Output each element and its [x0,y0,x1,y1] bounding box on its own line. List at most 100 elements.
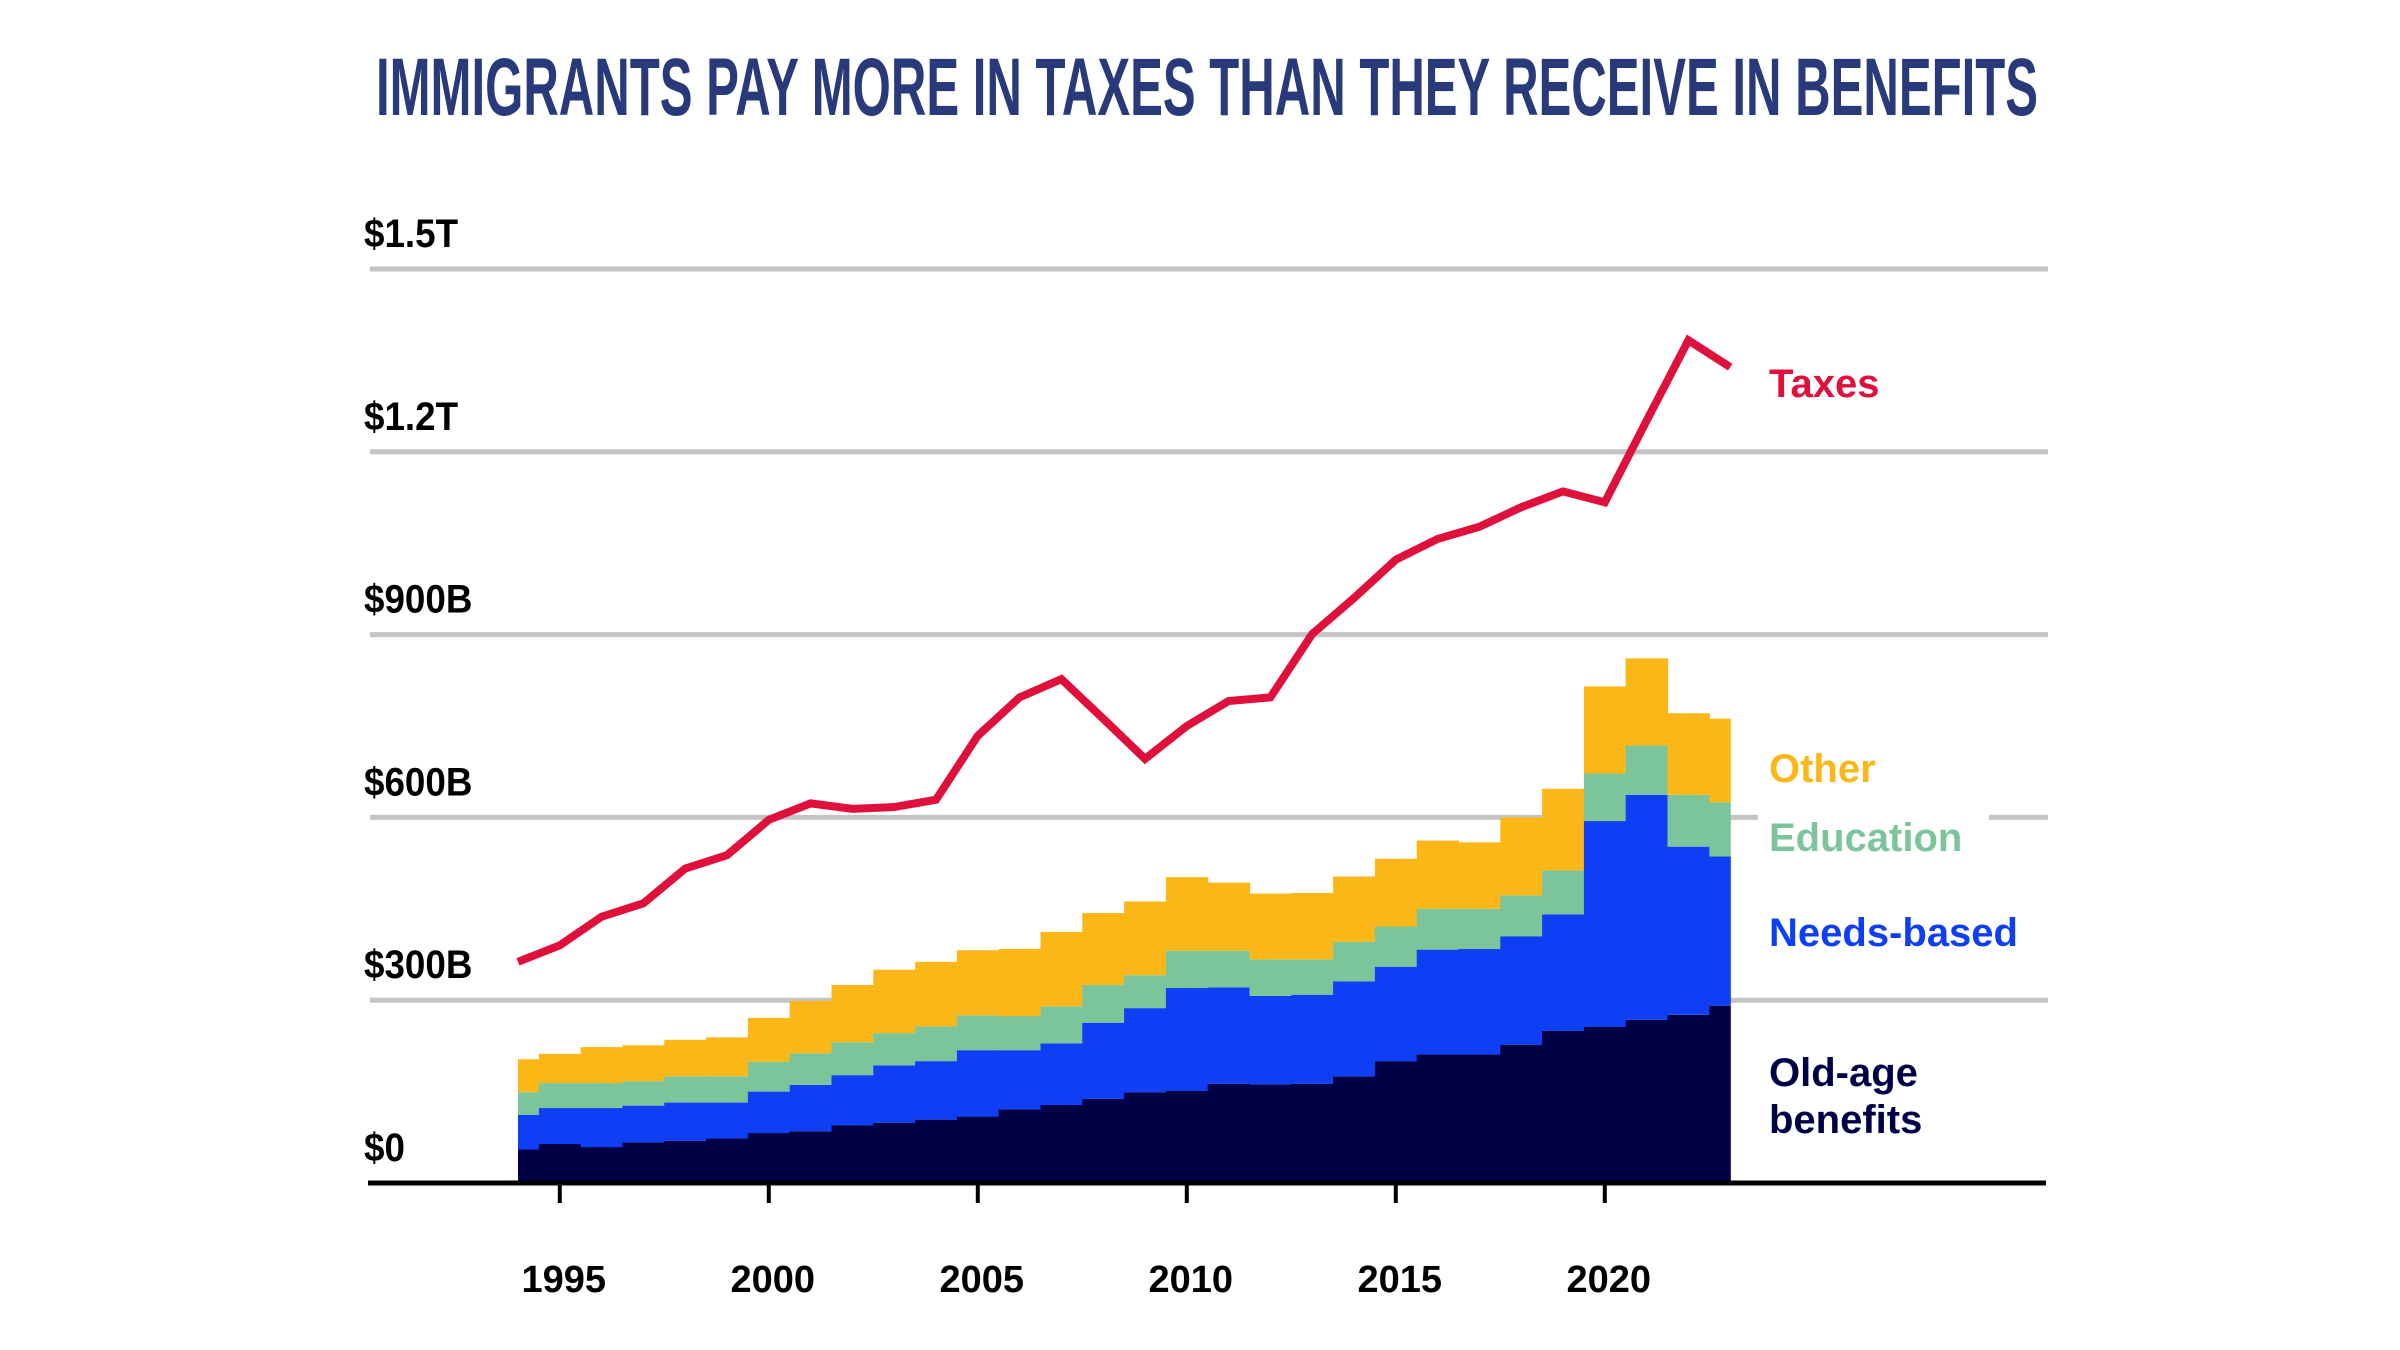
bar-segment-other-2022 [1667,713,1710,795]
bar-segment-old-age-benefits-2004 [915,1119,958,1183]
bar-segment-needs-based-1998 [664,1102,707,1141]
bar-segment-needs-based-2017 [1458,949,1501,1055]
bar-segment-old-age-benefits-2011 [1207,1083,1251,1183]
bar-segment-other-1996 [580,1047,624,1084]
legend-label-background [1758,744,1897,792]
bar-segment-education-2014 [1333,941,1376,982]
bar-segment-other-2017 [1458,842,1501,909]
bar-segment-education-2002 [831,1042,874,1076]
bar-segment-other-2000 [747,1017,791,1062]
bar-segment-old-age-benefits-2001 [789,1131,833,1183]
bar-segment-other-2007 [1040,931,1083,1007]
bar-segment-other-1995 [538,1053,582,1084]
bar-segment-needs-based-2001 [789,1084,833,1132]
legend-label-other: Other [1769,747,1876,791]
bar-segment-other-2002 [831,984,874,1043]
bar-segment-education-2010 [1165,950,1209,989]
bar-segment-needs-based-2011 [1207,987,1251,1084]
bar-segment-education-2008 [1082,984,1125,1023]
y-axis-labels: $0 $300B $600B $900B $1.2T $1.5T [364,212,472,1171]
y-tick-label: $1.2T [364,394,459,439]
bar-segment-needs-based-2004 [915,1061,958,1120]
bar-segment-education-2000 [747,1061,791,1092]
bar-segment-education-2006 [998,1016,1042,1051]
bar-segment-needs-based-2005 [956,1050,1000,1117]
bar-segment-old-age-benefits-2023 [1709,1005,1731,1183]
y-tick-label: $600B [364,760,472,805]
bar-segment-old-age-benefits-2005 [956,1116,1000,1183]
bar-segment-needs-based-1996 [580,1108,624,1148]
bar-segment-education-2018 [1500,895,1543,937]
x-tick-label: 2015 [1358,1259,1443,1301]
bar-segment-needs-based-1995 [538,1108,582,1145]
bar-segment-needs-based-2019 [1542,914,1585,1031]
bar-segment-education-1998 [664,1076,707,1103]
bar-segment-education-1996 [580,1083,624,1109]
bar-segment-education-1999 [706,1076,749,1103]
bar-segment-needs-based-2000 [747,1091,791,1134]
bar-segment-other-1999 [706,1037,749,1077]
legend-label-education: Education [1769,816,1962,860]
bar-segment-needs-based-2012 [1249,995,1292,1085]
bar-segment-other-2023 [1709,718,1731,803]
bar-segment-needs-based-2020 [1583,821,1627,1028]
bar-segment-needs-based-2021 [1625,794,1669,1020]
bar-segment-other-1994 [518,1059,540,1093]
bar-segment-other-1998 [664,1039,707,1077]
bar-segment-other-2004 [915,961,958,1027]
bar-segment-education-2021 [1625,745,1669,795]
bar-segment-old-age-benefits-2020 [1583,1027,1627,1183]
bar-segment-needs-based-2002 [831,1075,874,1126]
bar-segment-education-2019 [1542,870,1585,915]
bar-segment-other-2014 [1333,876,1376,942]
legend-label-needs-based: Needs-based [1769,911,2018,955]
bar-segment-needs-based-1994 [518,1114,540,1150]
bar-segment-other-2001 [789,1000,833,1054]
bar-segment-other-2009 [1124,901,1167,976]
bar-segment-old-age-benefits-2018 [1500,1044,1543,1183]
bar-segment-education-2005 [956,1015,1000,1051]
bar-segment-old-age-benefits-2007 [1040,1105,1083,1183]
bar-segment-other-2010 [1165,877,1209,951]
legend-label-old-age-benefits: benefits [1769,1098,1922,1142]
x-tick-label: 1995 [522,1259,607,1301]
bar-segment-old-age-benefits-2000 [747,1133,791,1183]
chart-title: IMMIGRANTS PAY MORE IN TAXES THAN THEY R… [376,42,2038,133]
bar-segment-old-age-benefits-2012 [1249,1084,1292,1183]
bar-segment-old-age-benefits-2003 [873,1122,916,1183]
bar-segment-other-2018 [1500,817,1543,896]
x-tick-label: 2000 [731,1259,816,1301]
y-tick-label: $900B [364,577,472,622]
x-axis [368,1180,2046,1203]
bar-segment-education-2009 [1124,975,1167,1009]
bar-segment-other-2006 [998,949,1042,1017]
bar-segment-old-age-benefits-1999 [706,1138,749,1183]
bar-segment-education-2017 [1458,908,1501,950]
y-tick-label: $300B [364,943,472,988]
bar-segment-other-2003 [873,969,916,1034]
x-tick-label: 2010 [1149,1259,1234,1301]
bar-segment-other-2021 [1625,658,1669,746]
bar-segment-needs-based-2014 [1333,981,1376,1077]
bar-segment-needs-based-2018 [1500,936,1543,1045]
bar-segment-old-age-benefits-2006 [998,1109,1042,1183]
legend-label-old-age-benefits: Old-age [1769,1051,1918,1095]
y-tick-label: $1.5T [364,212,459,257]
bar-segment-old-age-benefits-1997 [622,1142,665,1183]
bar-segment-education-1997 [622,1081,665,1106]
bar-segment-needs-based-1997 [622,1105,665,1143]
bar-segment-old-age-benefits-2010 [1165,1090,1209,1183]
legend-label-taxes: Taxes [1769,362,1879,406]
bar-segment-other-1997 [622,1045,665,1082]
taxes-line [516,334,1733,966]
bar-segment-needs-based-2015 [1374,966,1418,1062]
bar-segment-old-age-benefits-2014 [1333,1076,1376,1183]
bar-segment-other-2011 [1207,882,1251,951]
bar-segment-old-age-benefits-2016 [1416,1054,1460,1183]
bar-segment-education-2023 [1709,802,1731,857]
bar-segment-needs-based-2013 [1291,994,1334,1084]
bar-segment-old-age-benefits-2015 [1374,1061,1418,1183]
bar-segment-other-2008 [1082,913,1125,985]
